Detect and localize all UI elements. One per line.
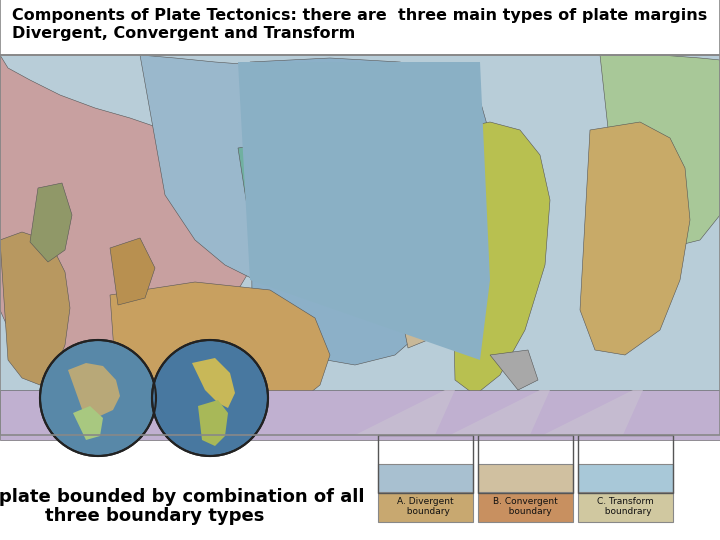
Circle shape: [40, 340, 156, 456]
Polygon shape: [385, 222, 448, 348]
Text: C. Transform
  boundrary: C. Transform boundrary: [597, 497, 654, 516]
Polygon shape: [600, 55, 720, 250]
Text: Each plate bounded by combination of all: Each plate bounded by combination of all: [0, 488, 365, 506]
Bar: [578, 435, 673, 493]
Polygon shape: [490, 350, 538, 390]
Polygon shape: [250, 58, 490, 365]
Polygon shape: [352, 112, 372, 160]
Text: Divergent, Convergent and Transform: Divergent, Convergent and Transform: [12, 26, 355, 41]
Bar: [0, 55, 720, 435]
Bar: [578, 492, 673, 522]
Text: A. Divergent
  boundary: A. Divergent boundary: [397, 497, 454, 516]
Polygon shape: [140, 55, 355, 285]
Polygon shape: [422, 136, 465, 180]
Bar: [0, 55, 720, 435]
Polygon shape: [392, 174, 422, 228]
Bar: [478, 435, 573, 493]
Bar: [0, 0, 720, 55]
Polygon shape: [0, 55, 255, 358]
Polygon shape: [73, 406, 103, 440]
Polygon shape: [68, 363, 120, 416]
Text: three boundary types: three boundary types: [45, 507, 265, 525]
Bar: [378, 435, 473, 493]
Polygon shape: [238, 145, 278, 238]
Polygon shape: [192, 358, 235, 408]
Bar: [578, 464, 673, 493]
Polygon shape: [0, 390, 720, 440]
Bar: [378, 464, 473, 493]
Polygon shape: [450, 390, 550, 435]
Polygon shape: [355, 390, 455, 435]
Bar: [478, 464, 573, 493]
Polygon shape: [198, 400, 228, 446]
Polygon shape: [0, 232, 70, 385]
Bar: [378, 492, 473, 522]
Polygon shape: [580, 122, 690, 355]
Polygon shape: [110, 238, 155, 305]
Text: Components of Plate Tectonics: there are  three main types of plate margins: Components of Plate Tectonics: there are…: [12, 8, 707, 23]
Bar: [0, 0, 720, 55]
Polygon shape: [30, 183, 72, 262]
Polygon shape: [110, 282, 330, 415]
Polygon shape: [450, 122, 550, 395]
Polygon shape: [543, 390, 643, 435]
Polygon shape: [238, 62, 490, 360]
Bar: [478, 492, 573, 522]
Text: B. Convergent
   boundary: B. Convergent boundary: [493, 497, 558, 516]
Circle shape: [152, 340, 268, 456]
